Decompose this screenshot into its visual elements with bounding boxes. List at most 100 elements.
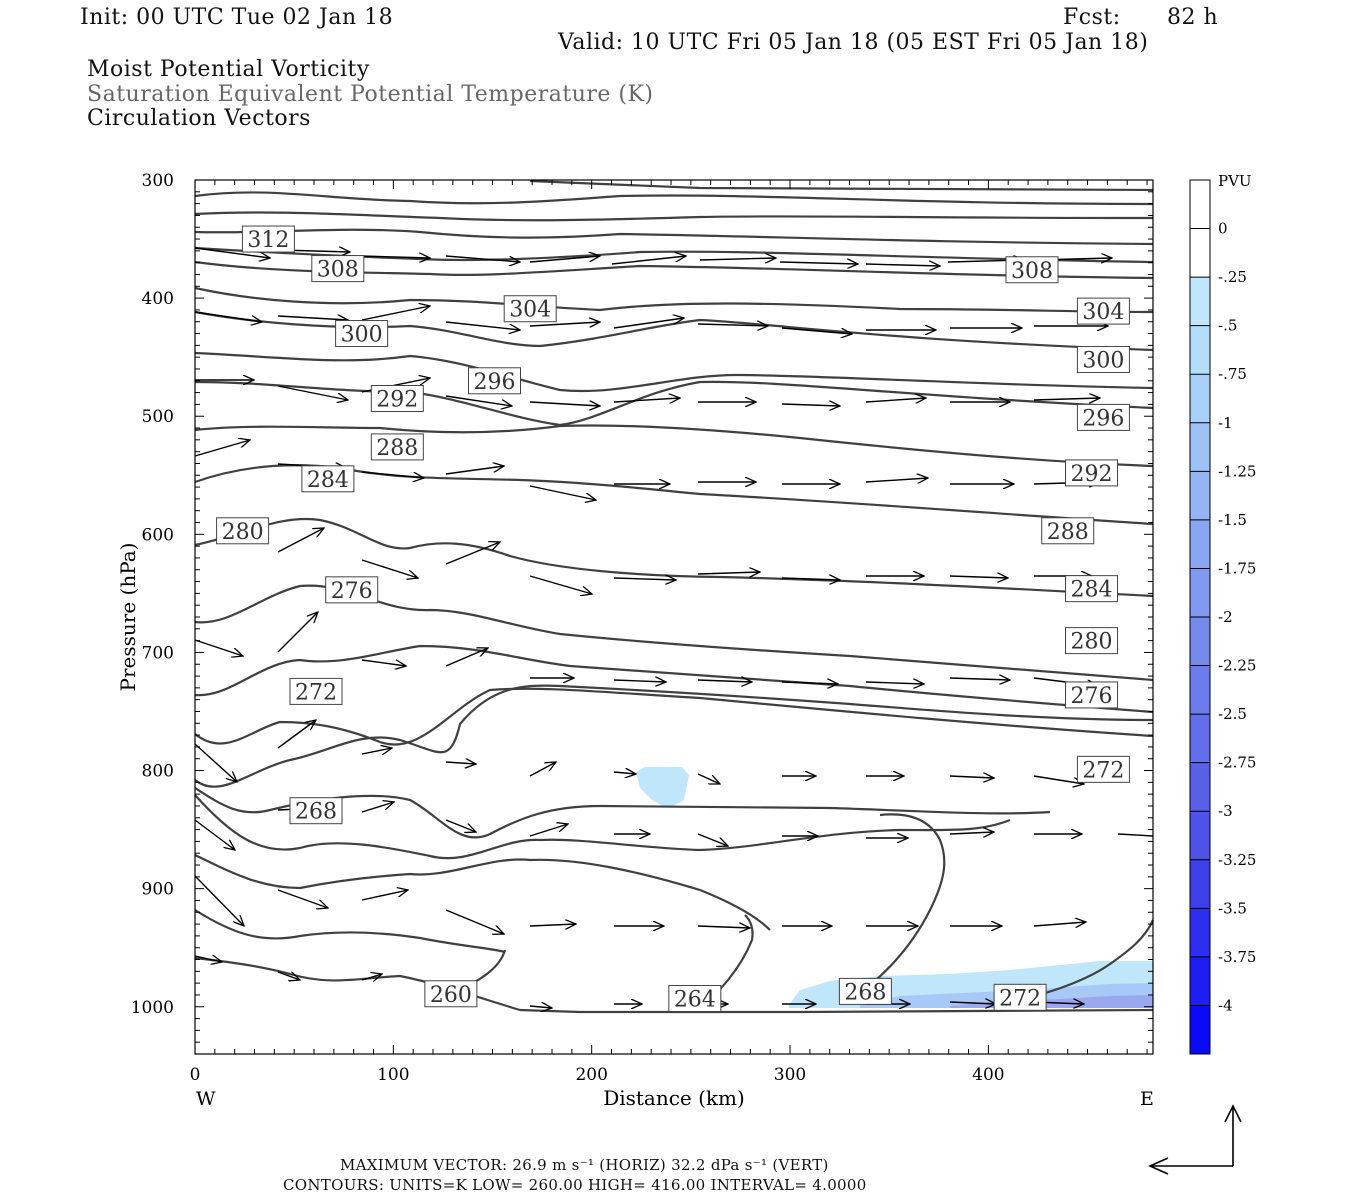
circulation-vector xyxy=(697,572,760,574)
contour-label: 296 xyxy=(467,367,521,395)
contour-label: 300 xyxy=(1076,346,1130,374)
contour-label-box xyxy=(838,977,892,1005)
circulation-vector xyxy=(529,485,596,500)
contour-label-text: 288 xyxy=(376,436,418,461)
circulation-vectors xyxy=(194,247,1154,1008)
contour-label: 272 xyxy=(1076,755,1130,783)
colorbar-swatch xyxy=(1190,665,1210,715)
max-vector-info: MAXIMUM VECTOR: 26.9 m s⁻¹ (HORIZ) 32.2 … xyxy=(340,1156,829,1174)
theta-contour xyxy=(194,684,1154,788)
valid-time: Valid: 10 UTC Fri 05 Jan 18 (05 EST Fri … xyxy=(558,30,1149,55)
contour-label: 276 xyxy=(1065,681,1119,709)
colorbar-label: -1.75 xyxy=(1218,559,1256,577)
theta-contour xyxy=(194,286,1154,314)
circulation-vector xyxy=(194,311,262,322)
colorbar-label: -1.25 xyxy=(1218,462,1256,480)
circulation-vector xyxy=(361,559,418,578)
field-title-theta-es: Saturation Equivalent Potential Temperat… xyxy=(87,82,654,107)
colorbar-label: -3 xyxy=(1218,802,1233,820)
circulation-vector xyxy=(613,318,684,329)
contour-label-text: 300 xyxy=(1082,349,1124,374)
contour-label-box xyxy=(993,983,1047,1011)
contour-label-text: 276 xyxy=(331,579,373,604)
circulation-vector xyxy=(361,802,394,813)
theta-contour xyxy=(194,909,506,954)
contour-label-box xyxy=(1076,297,1130,325)
contour-label-text: 304 xyxy=(1082,300,1124,325)
circulation-vector xyxy=(194,956,222,962)
circulation-vector xyxy=(865,264,940,266)
colorbar-swatch xyxy=(1190,471,1210,521)
circulation-vector xyxy=(779,262,858,264)
contour-label-box xyxy=(1041,517,1095,545)
contour-label-box xyxy=(335,320,389,348)
theta-contour xyxy=(1019,919,1155,1002)
colorbar-swatch xyxy=(1190,374,1210,424)
colorbar-label: -.75 xyxy=(1218,365,1247,383)
contour-label-box xyxy=(301,465,355,493)
circulation-vector xyxy=(781,682,838,684)
colorbar-swatch xyxy=(1190,325,1210,375)
contour-label: 272 xyxy=(993,983,1047,1011)
circulation-vector xyxy=(529,402,600,406)
circulation-vector xyxy=(611,256,686,265)
x-tick-label: 100 xyxy=(377,1065,409,1085)
contour-label-text: 264 xyxy=(674,987,716,1012)
colorbar-swatch xyxy=(1190,422,1210,472)
theta-contour xyxy=(529,179,1154,192)
contour-label-text: 296 xyxy=(1082,406,1124,431)
y-tick-label: 800 xyxy=(142,762,174,782)
contour-label-text: 272 xyxy=(999,986,1041,1011)
circulation-vector xyxy=(194,247,270,258)
circulation-vector xyxy=(445,819,476,832)
circulation-vector xyxy=(277,385,348,400)
contour-label: 268 xyxy=(289,797,343,825)
contour-label-text: 268 xyxy=(844,980,886,1005)
circulation-vector xyxy=(194,819,235,850)
y-axis-title: Pressure (hPa) xyxy=(116,543,140,692)
contour-label: 264 xyxy=(668,984,722,1012)
theta-contour xyxy=(194,584,1154,682)
theta-contour xyxy=(194,794,1011,860)
circulation-vector xyxy=(277,612,318,653)
contour-label-text: 288 xyxy=(1047,520,1089,545)
colorbar-label: -.5 xyxy=(1218,317,1237,335)
circulation-vector xyxy=(277,528,324,553)
colorbar-label: -1 xyxy=(1218,414,1233,432)
contour-label-box xyxy=(1076,755,1130,783)
circulation-vector xyxy=(445,255,520,262)
colorbar-label: -1.5 xyxy=(1218,511,1247,529)
pv-colorbar: 0 -.25 -.5 -.75 -1 -1.25 -1.5 -1.75 -2 -2.25 -2.5 -… xyxy=(1189,179,1256,1055)
contour-label-box xyxy=(311,255,365,283)
theta-contour xyxy=(194,424,1154,468)
circulation-vector xyxy=(445,395,512,406)
circulation-vector xyxy=(277,720,316,749)
theta-contour xyxy=(194,351,1154,393)
colorbar-label: -.25 xyxy=(1218,268,1247,286)
contour-label-text: 284 xyxy=(307,468,349,493)
circulation-vector xyxy=(445,648,488,667)
contour-label: 280 xyxy=(216,517,270,545)
y-tick-label: 900 xyxy=(142,880,174,900)
colorbar-title: PVU xyxy=(1218,172,1252,190)
circulation-vector xyxy=(699,258,776,260)
theta-contour xyxy=(194,687,1154,746)
circulation-vector xyxy=(781,404,840,406)
contour-label: 304 xyxy=(1076,297,1130,325)
reference-horizontal-arrow xyxy=(1148,1157,1233,1175)
circulation-vector xyxy=(361,890,408,901)
circulation-vector xyxy=(529,1006,552,1008)
circulation-vector xyxy=(613,680,666,682)
contour-label-text: 292 xyxy=(376,388,418,413)
x-tick-label: 300 xyxy=(774,1065,806,1085)
contour-label-text: 292 xyxy=(1071,462,1113,487)
contour-labels: 312 308 308 304 304 300 300 296 296 292 292 288 288 2… xyxy=(216,225,1130,1012)
circulation-vector xyxy=(1033,922,1086,926)
circulation-vector xyxy=(194,875,244,926)
contour-label: 292 xyxy=(370,385,424,413)
contour-label-text: 268 xyxy=(295,800,337,825)
circulation-vector xyxy=(529,256,600,263)
contour-label-box xyxy=(1076,346,1130,374)
circulation-vector xyxy=(194,440,250,457)
colorbar-label: -3.5 xyxy=(1218,899,1247,917)
